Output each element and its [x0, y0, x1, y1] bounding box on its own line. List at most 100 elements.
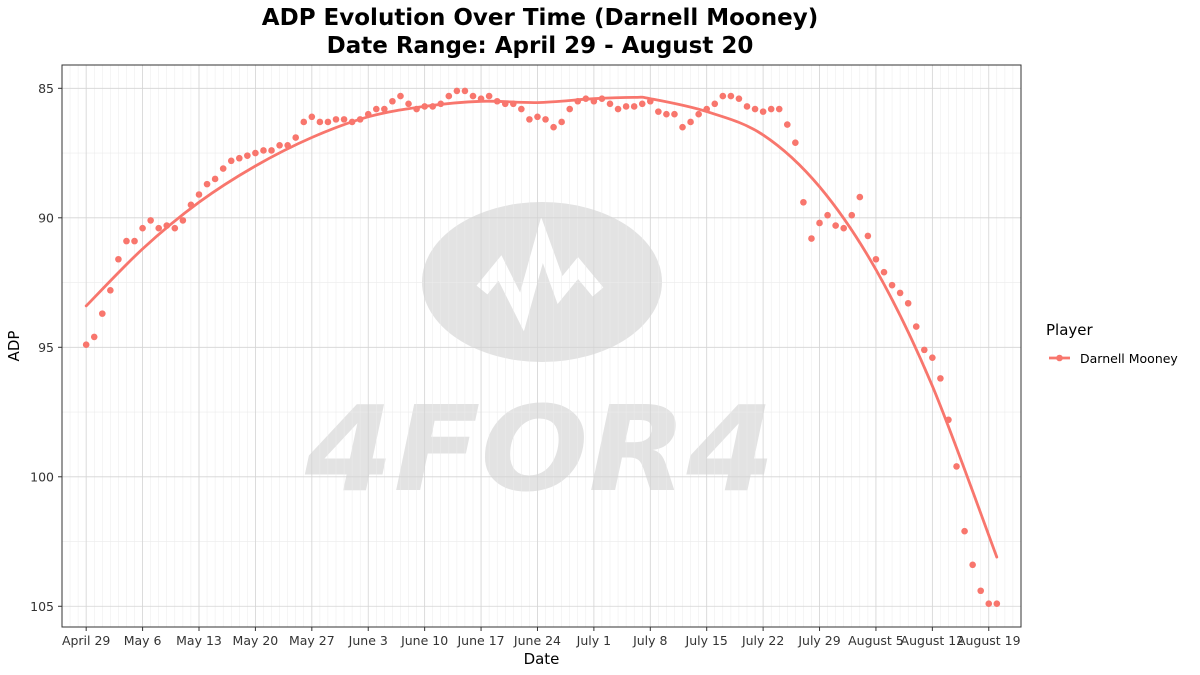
data-point [574, 97, 582, 105]
data-point [356, 116, 364, 123]
data-point [244, 152, 251, 159]
axis-ticks: April 29 May 6 May 13 May 20 May 27 June 3 Jun… [30, 81, 1020, 648]
y-tick-label: 95 [38, 340, 54, 355]
data-point [646, 97, 654, 105]
data-point [816, 219, 823, 227]
x-tick-label: May 27 [289, 633, 335, 648]
x-tick-label: August 19 [957, 633, 1021, 648]
data-point [227, 157, 235, 165]
x-tick-label: May 20 [233, 633, 279, 648]
x-tick-label: July 1 [576, 633, 611, 648]
data-point [115, 255, 122, 263]
data-point [445, 92, 453, 100]
data-point [888, 281, 896, 289]
data-point [775, 105, 783, 113]
data-point [598, 95, 606, 102]
data-point [203, 180, 211, 188]
data-point [590, 97, 598, 105]
data-point [518, 105, 525, 113]
data-point [348, 118, 356, 126]
data-point [800, 198, 807, 206]
data-point [864, 232, 872, 240]
x-tick-label: July 22 [741, 633, 784, 648]
data-point [211, 175, 219, 183]
data-point [719, 92, 727, 100]
data-point [308, 113, 316, 121]
data-point [90, 333, 98, 341]
data-point [501, 100, 509, 108]
data-point [469, 92, 477, 100]
data-point [655, 108, 662, 115]
data-point [880, 268, 888, 276]
x-tick-label: June 17 [457, 633, 505, 648]
legend-title: Player [1046, 321, 1094, 339]
data-point [614, 105, 622, 113]
chart-title-block: ADP Evolution Over Time (Darnell Mooney)… [0, 4, 1080, 60]
data-point [292, 134, 300, 141]
y-tick-label: 100 [30, 469, 54, 484]
data-point [582, 95, 590, 102]
data-point [550, 123, 557, 131]
data-point [437, 100, 445, 108]
data-point [977, 587, 985, 595]
data-point [751, 105, 759, 113]
chart-title: ADP Evolution Over Time (Darnell Mooney) [261, 5, 819, 31]
y-tick-label: 85 [38, 81, 54, 96]
data-point [743, 103, 751, 110]
legend-key-dot [1056, 354, 1063, 362]
legend: Player Darnell Mooney [1046, 321, 1178, 366]
data-point [872, 255, 880, 263]
data-point [703, 105, 711, 113]
data-point [953, 463, 960, 470]
data-point [163, 222, 171, 229]
data-point [937, 375, 944, 382]
y-tick-label: 105 [30, 599, 54, 614]
legend-label: Darnell Mooney [1080, 351, 1178, 366]
data-point [493, 97, 501, 105]
data-point [219, 165, 227, 172]
data-point [534, 113, 541, 121]
data-point [276, 141, 283, 149]
data-point [929, 354, 936, 361]
data-point [856, 193, 864, 201]
data-point [372, 105, 380, 113]
x-tick-label: June 3 [348, 633, 388, 648]
data-point [808, 235, 815, 242]
data-point [429, 103, 437, 110]
data-point [630, 103, 638, 110]
data-point [107, 287, 114, 294]
data-point [985, 600, 993, 607]
x-tick-label: May 6 [124, 633, 162, 648]
data-point [727, 92, 735, 100]
data-point [82, 341, 90, 349]
data-point [638, 100, 646, 108]
data-point [711, 100, 719, 108]
y-tick-label: 90 [38, 210, 54, 225]
x-tick-label: May 13 [176, 633, 222, 648]
grid-major [62, 65, 1021, 627]
data-point [542, 116, 549, 123]
data-point [260, 147, 267, 154]
data-point [324, 118, 332, 126]
data-point [268, 147, 275, 154]
watermark-text: 4FOR4 [304, 380, 775, 518]
data-point [509, 100, 517, 108]
data-point [123, 237, 130, 245]
x-tick-label: August 12 [901, 633, 965, 648]
data-point [920, 346, 928, 354]
data-point [663, 110, 670, 118]
data-point [284, 141, 291, 149]
data-point [945, 416, 952, 424]
data-point [139, 224, 146, 232]
data-point [381, 105, 388, 113]
data-point [961, 527, 968, 535]
data-point [969, 561, 976, 569]
data-point [526, 116, 533, 123]
data-point [912, 323, 920, 330]
data-point [300, 118, 308, 126]
data-point [397, 92, 404, 100]
data-point [235, 154, 243, 162]
data-point [316, 118, 324, 126]
data-point [413, 105, 420, 113]
data-point [389, 97, 396, 105]
